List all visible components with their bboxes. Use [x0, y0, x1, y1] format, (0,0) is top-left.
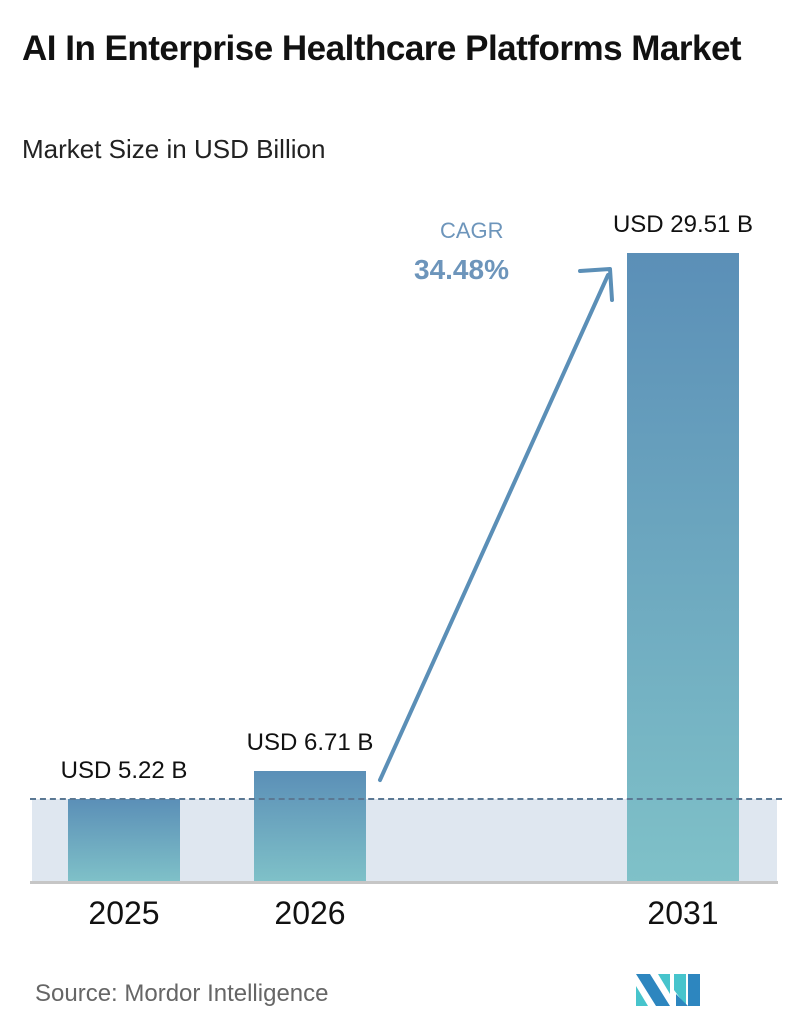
cagr-label: CAGR: [440, 218, 504, 243]
x-axis-line: [30, 881, 778, 884]
bar-label-2025: USD 5.22 B: [60, 757, 188, 784]
bar-2026: [254, 771, 366, 882]
x-label-2026: 2026: [274, 895, 346, 931]
chart-title: AI In Enterprise Healthcare Platforms Ma…: [22, 29, 742, 68]
chart-subtitle: Market Size in USD Billion: [22, 134, 326, 164]
reference-dashed-line: [30, 798, 782, 800]
source-text: Source: Mordor Intelligence: [35, 980, 329, 1007]
mordor-intelligence-logo-icon: [636, 974, 700, 1006]
cagr-value: 34.48%: [414, 254, 509, 285]
bar-label-2031: USD 29.51 B: [612, 211, 754, 238]
bar-2031: [627, 253, 739, 882]
x-label-2025: 2025: [88, 895, 160, 931]
x-label-2031: 2031: [647, 895, 719, 931]
bar-2025: [68, 799, 180, 882]
bar-label-2026: USD 6.71 B: [246, 729, 374, 756]
